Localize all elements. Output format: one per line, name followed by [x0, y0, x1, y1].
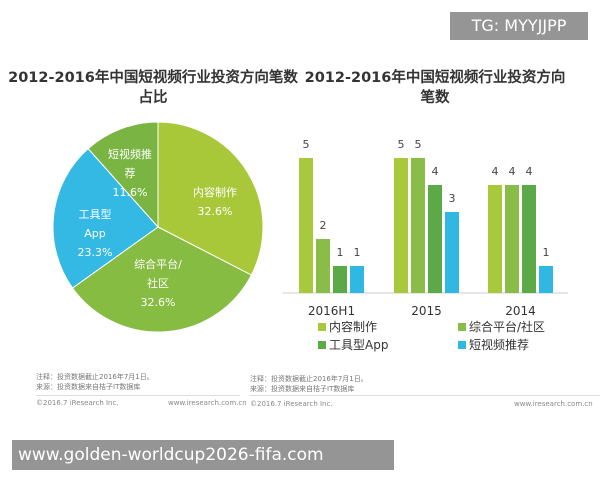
x-tick-label: 2015 — [411, 304, 442, 318]
pie-slice-value: 32.6% — [141, 296, 176, 309]
pie-slice-label: 内容制作 — [193, 185, 237, 199]
bar-chart-title: 2012-2016年中国短视频行业投资方向笔数 — [304, 70, 566, 106]
bar — [411, 158, 425, 293]
bar — [445, 212, 459, 293]
bar — [394, 158, 408, 293]
watermark-bottom: www.golden-worldcup2026-fifa.com — [12, 440, 394, 470]
pie-slice-label: 工具型 App — [79, 207, 112, 240]
note-left-line1: 注释：投资数据截止2016年7月1日。 — [36, 373, 154, 381]
legend-label: 综合平台/社区 — [469, 319, 545, 334]
bar-value-label: 2 — [320, 219, 327, 232]
note-right: 注释：投资数据截止2016年7月1日。 来源：投资数据来自桔子IT数据库 — [250, 374, 368, 394]
bar-value-label: 3 — [449, 192, 456, 205]
bar-value-label: 5 — [398, 138, 405, 151]
legend-label: 短视频推荐 — [469, 337, 529, 352]
bar — [488, 185, 502, 293]
bar-value-label: 1 — [354, 246, 361, 259]
bar-value-label: 4 — [492, 165, 499, 178]
url-right: www.iresearch.com.cn — [514, 400, 593, 408]
legend-swatch — [458, 323, 466, 331]
bar — [333, 266, 347, 293]
bar — [539, 266, 553, 293]
legend-swatch — [458, 341, 466, 349]
bar-value-label: 1 — [337, 246, 344, 259]
divider-left — [36, 395, 240, 396]
x-tick-label: 2014 — [505, 304, 536, 318]
bar — [316, 239, 330, 293]
copyright-right: ©2016.7 iResearch Inc. — [250, 400, 333, 408]
note-left: 注释：投资数据截止2016年7月1日。 来源：投资数据来自桔子IT数据库 — [36, 372, 154, 392]
pie-slice-value: 11.6% — [113, 186, 148, 199]
bar — [505, 185, 519, 293]
bar-value-label: 4 — [432, 165, 439, 178]
legend-swatch — [318, 341, 326, 349]
bar — [299, 158, 313, 293]
bar — [350, 266, 364, 293]
pie-chart-title: 2012-2016年中国短视频行业投资方向笔数占比 — [8, 70, 298, 106]
pie-slice-label: 综合平台/社区 — [134, 257, 182, 290]
divider-right — [250, 395, 600, 396]
pie-slice — [52, 147, 159, 289]
legend-label: 内容制作 — [329, 319, 377, 334]
watermark-top: TG: MYYJJPP — [450, 12, 588, 40]
pie-slice — [87, 121, 159, 229]
note-right-line1: 注释：投资数据截止2016年7月1日。 — [250, 375, 368, 383]
pie-slice-value: 23.3% — [78, 246, 113, 259]
pie-slice — [71, 226, 253, 333]
legend-swatch — [318, 323, 326, 331]
copyright-left: ©2016.7 iResearch Inc. — [36, 399, 119, 407]
note-right-line2: 来源：投资数据来自桔子IT数据库 — [250, 385, 355, 393]
pie-slice-value: 32.6% — [198, 205, 233, 218]
bar — [428, 185, 442, 293]
url-left: www.iresearch.com.cn — [168, 399, 247, 407]
legend-label: 工具型App — [329, 338, 388, 352]
pie-slice — [157, 121, 264, 276]
x-tick-label: 2016H1 — [308, 304, 355, 318]
bar-value-label: 5 — [415, 138, 422, 151]
bar — [522, 185, 536, 293]
bar-value-label: 4 — [526, 165, 533, 178]
pie-slice-label: 短视频推荐 — [108, 147, 152, 180]
bar-value-label: 1 — [543, 246, 550, 259]
bar-value-label: 5 — [303, 138, 310, 151]
note-left-line2: 来源：投资数据来自桔子IT数据库 — [36, 383, 141, 391]
bar-value-label: 4 — [509, 165, 516, 178]
